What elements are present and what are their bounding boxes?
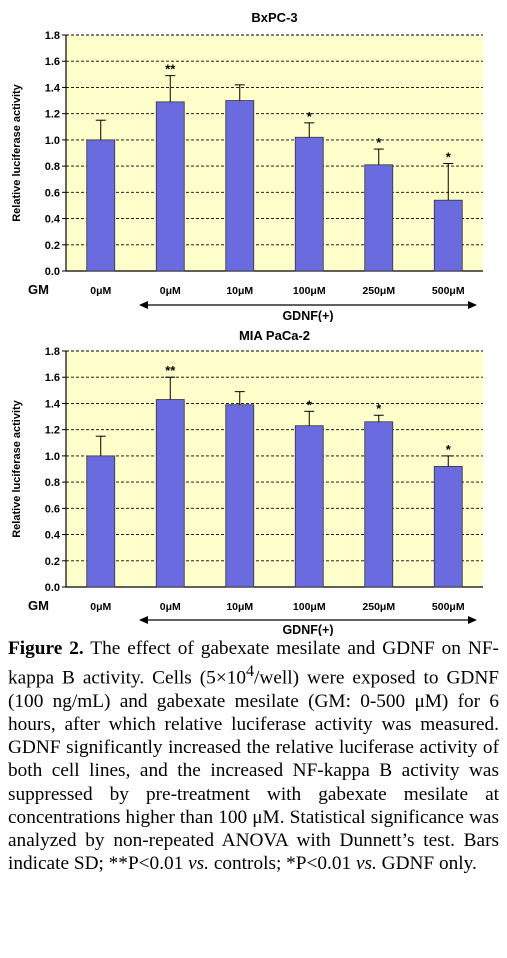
y-tick-label: 0.6 <box>45 503 60 515</box>
caption-text-2: /well) were exposed to GDNF (100 ng/mL) … <box>8 667 499 875</box>
plot-area <box>66 35 483 271</box>
x-category-label: 100μM <box>293 285 326 297</box>
bar <box>433 465 463 588</box>
caption-text-3: controls; *P<0.01 <box>209 853 356 875</box>
bar <box>294 425 324 588</box>
x-category-label: 500μM <box>432 285 465 297</box>
gdnf-arrow-left-head <box>138 301 148 309</box>
y-tick-label: 0.2 <box>45 556 60 568</box>
caption-vs-2: vs. <box>355 853 377 875</box>
gdnf-group-label: GDNF(+) <box>282 309 333 322</box>
significance-marker: * <box>376 401 382 416</box>
y-tick-label: 1.4 <box>45 398 61 410</box>
significance-marker: ** <box>165 363 176 378</box>
y-tick-label: 0.0 <box>45 582 60 594</box>
bar <box>364 164 394 272</box>
bar <box>225 404 255 588</box>
y-tick-label: 1.6 <box>45 56 60 68</box>
y-tick-label: 0.2 <box>45 240 60 252</box>
bar <box>86 139 116 272</box>
y-tick-label: 0.4 <box>45 214 61 226</box>
y-tick-label: 0.0 <box>45 266 60 278</box>
x-category-label: 10μM <box>226 601 253 613</box>
gdnf-arrow-right-head <box>468 616 477 624</box>
x-category-label: 0μM <box>90 285 111 297</box>
x-category-label: 100μM <box>293 601 326 613</box>
y-tick-label: 1.2 <box>45 425 60 437</box>
y-tick-label: 1.0 <box>45 451 60 463</box>
bar <box>155 101 185 272</box>
chart-title: BxPC-3 <box>251 10 297 25</box>
bar <box>155 399 185 588</box>
x-category-label: 0μM <box>160 601 181 613</box>
y-tick-label: 0.8 <box>45 477 60 489</box>
y-tick-label: 1.6 <box>45 372 60 384</box>
x-category-label: 0μM <box>160 285 181 297</box>
significance-marker: * <box>307 397 313 412</box>
caption-superscript: 4 <box>245 663 255 681</box>
significance-marker: * <box>446 149 452 164</box>
significance-marker: * <box>307 109 313 124</box>
chart-title: MIA PaCa-2 <box>239 328 310 343</box>
x-category-label: 10μM <box>226 285 253 297</box>
caption-label: Figure 2. <box>8 638 84 659</box>
y-axis-label: Relative luciferase activity <box>11 83 23 221</box>
y-tick-label: 0.8 <box>45 161 60 173</box>
bar <box>86 455 116 588</box>
y-tick-label: 1.8 <box>45 346 60 358</box>
x-category-label: 250μM <box>362 285 395 297</box>
bar <box>294 136 324 272</box>
y-tick-label: 1.0 <box>45 135 60 147</box>
significance-marker: * <box>446 442 452 457</box>
caption-text-1: The effect of gabexate mesilate and GDNF… <box>8 638 499 689</box>
plot-area <box>66 351 483 587</box>
significance-marker: * <box>376 135 382 150</box>
y-tick-label: 1.2 <box>45 109 60 121</box>
gdnf-arrow-left-head <box>138 616 148 624</box>
y-axis-label: Relative luciferase activity <box>11 399 23 537</box>
figure-caption: Figure 2. The effect of gabexate mesilat… <box>8 637 499 875</box>
x-category-label: 500μM <box>432 601 465 613</box>
gdnf-arrow-right-head <box>468 301 477 309</box>
chart-mia-paca2: MIA PaCa-2 0.0 0.2 0.4 0.6 0.8 1.0 1.2 1.4 1.6 1.8… <box>11 328 483 636</box>
caption-text-4: GDNF only. <box>376 853 477 875</box>
y-tick-label: 0.4 <box>45 530 61 542</box>
x-category-label: 0μM <box>90 601 111 613</box>
bar <box>433 199 463 272</box>
gm-row-label: GM <box>28 598 49 613</box>
significance-marker: ** <box>165 62 176 77</box>
y-tick-label: 1.4 <box>45 82 61 94</box>
y-tick-label: 1.8 <box>45 30 60 42</box>
gm-row-label: GM <box>28 282 49 297</box>
gdnf-group-label: GDNF(+) <box>282 623 333 636</box>
bar <box>364 421 394 588</box>
x-category-label: 250μM <box>362 601 395 613</box>
chart-bxpc3: BxPC-3 0.0 0.2 0.4 0.6 0.8 1.0 1.2 1.4 1.6 1.8 Rela… <box>11 10 483 322</box>
caption-vs-1: vs. <box>188 853 210 875</box>
y-tick-label: 0.6 <box>45 187 60 199</box>
bar <box>225 100 255 272</box>
